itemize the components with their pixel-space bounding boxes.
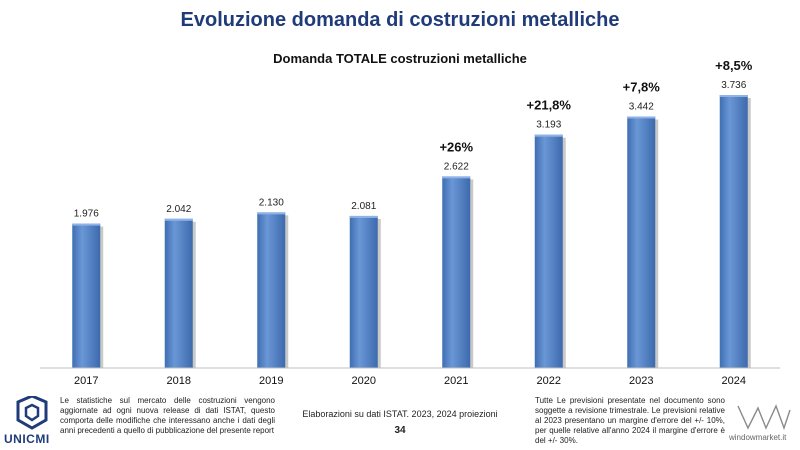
bar-2024 <box>719 95 748 368</box>
category-label: 2020 <box>352 375 376 387</box>
note-right: Tutte Le previsioni presentate nel docum… <box>535 396 725 445</box>
growth-label: +7,8% <box>623 79 661 94</box>
unicmi-logo-icon <box>16 396 48 430</box>
value-label: 3.736 <box>721 80 746 91</box>
bar-top-highlight <box>534 134 563 137</box>
category-label: 2022 <box>537 375 561 387</box>
source-note: Elaborazioni su dati ISTAT. 2023, 2024 p… <box>302 409 498 419</box>
bar-2019 <box>257 212 286 368</box>
value-label: 3.193 <box>536 120 561 131</box>
bar-2023 <box>627 116 656 369</box>
bar-2021 <box>442 176 471 368</box>
chart-title: Domanda TOTALE costruzioni metalliche <box>273 51 527 66</box>
value-label: 1.976 <box>74 209 99 220</box>
category-label: 2019 <box>259 375 283 387</box>
bar-top-highlight <box>627 116 656 119</box>
page-title: Evoluzione domanda di costruzioni metall… <box>180 9 620 31</box>
category-label: 2023 <box>629 375 653 387</box>
category-label: 2021 <box>444 375 468 387</box>
growth-label: +8,5% <box>715 58 753 73</box>
unicmi-logo-text: UNICMI <box>4 432 50 446</box>
category-label: 2018 <box>167 375 191 387</box>
category-label: 2024 <box>722 375 746 387</box>
growth-label: +21,8% <box>527 98 572 113</box>
bar-2018 <box>164 218 193 368</box>
category-label: 2017 <box>74 375 98 387</box>
bar-top-highlight <box>719 95 748 97</box>
value-label: 2.130 <box>259 197 284 208</box>
bar-top-highlight <box>72 223 101 226</box>
value-label: 2.622 <box>444 161 469 172</box>
bar-top-highlight <box>349 215 378 218</box>
note-left: Le statistiche sul mercato delle costruz… <box>60 396 275 435</box>
windowmarket-logo-icon <box>737 404 791 431</box>
bar-top-highlight <box>164 218 193 221</box>
bar-2022 <box>534 134 563 368</box>
bar-top-highlight <box>442 176 471 179</box>
growth-label: +26% <box>439 139 473 154</box>
bar-top-highlight <box>257 212 286 215</box>
value-label: 2.042 <box>166 204 191 215</box>
value-label: 3.442 <box>629 101 654 112</box>
page-number: 34 <box>394 425 406 436</box>
bar-2020 <box>349 215 378 368</box>
bar-2017 <box>72 223 101 368</box>
windowmarket-logo-text: windowmarket.it <box>729 433 787 442</box>
value-label: 2.081 <box>351 201 376 212</box>
